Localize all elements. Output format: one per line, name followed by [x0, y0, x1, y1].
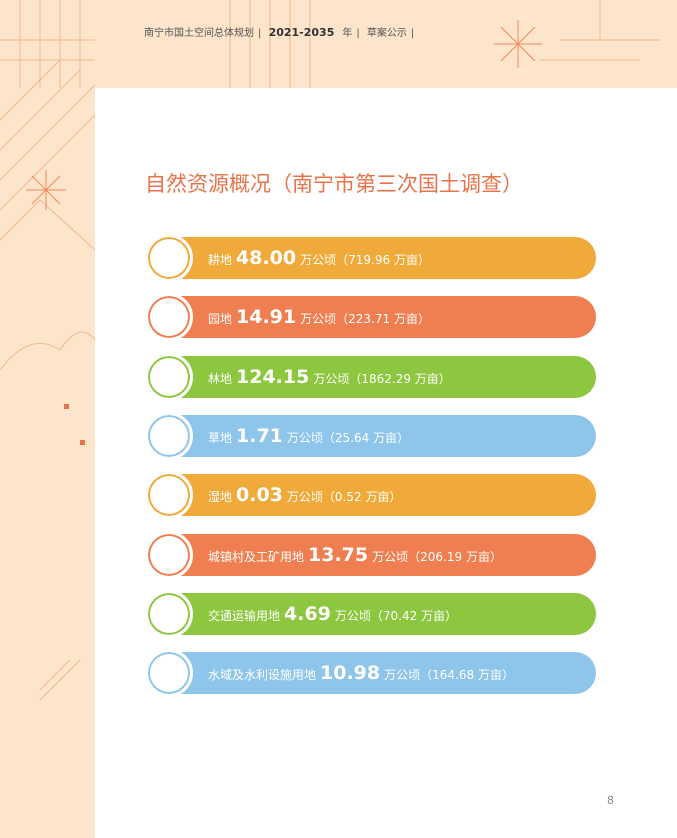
item-icon — [145, 411, 193, 460]
content-panel: 自然资源概况（南宁市第三次国土调查） 8 耕地 48.00 万公顷（719.96 万… — [95, 88, 677, 838]
item-value: 1.71 — [236, 424, 283, 447]
item-note: （719.96 万亩） — [336, 253, 430, 267]
item-bar: 水域及水利设施用地 10.98 万公顷（164.68 万亩） — [145, 649, 596, 698]
item-bar: 交通运输用地 4.69 万公顷（70.42 万亩） — [145, 589, 596, 638]
item-icon — [145, 649, 193, 698]
item-text: 林地 124.15 万公顷（1862.29 万亩） — [208, 366, 451, 388]
item-label: 水域及水利设施用地 — [208, 668, 317, 683]
item-value: 48.00 — [236, 247, 297, 269]
item-value: 10.98 — [320, 662, 381, 685]
title: 自然资源概况（南宁市第三次国土调查） — [145, 172, 523, 196]
item-icon — [145, 293, 193, 342]
item-text: 城镇村及工矿用地 13.75 万公顷（206.19 万亩） — [208, 544, 502, 566]
item-value: 13.75 — [308, 543, 369, 566]
item-note: （206.19 万亩） — [408, 549, 502, 564]
item-note: （0.52 万亩） — [322, 490, 402, 505]
page-number: 8 — [607, 794, 614, 807]
year-unit: 年 — [342, 28, 353, 39]
item-label: 城镇村及工矿用地 — [208, 549, 305, 564]
item-text: 耕地 48.00 万公顷（719.96 万亩） — [208, 247, 430, 269]
item-unit: 万公顷 — [372, 549, 409, 564]
item-value: 0.03 — [236, 484, 283, 507]
item-icon — [145, 352, 193, 401]
item-unit: 万公顷 — [300, 253, 337, 267]
item-note: （164.68 万亩） — [420, 668, 514, 683]
item-text: 园地 14.91 万公顷（223.71 万亩） — [208, 306, 430, 328]
item-unit: 万公顷 — [286, 430, 323, 445]
item-icon — [145, 589, 193, 638]
plan-name: 南宁市国土空间总体规划 — [144, 28, 254, 39]
item-value: 14.91 — [236, 306, 297, 329]
item-label: 园地 — [208, 312, 233, 327]
item-label: 湿地 — [208, 490, 233, 505]
item-text: 湿地 0.03 万公顷（0.52 万亩） — [208, 484, 401, 506]
item-unit: 万公顷 — [384, 668, 421, 683]
item-bar: 耕地 48.00 万公顷（719.96 万亩） — [145, 234, 596, 282]
item-text: 交通运输用地 4.69 万公顷（70.42 万亩） — [208, 603, 457, 625]
item-bar: 林地 124.15 万公顷（1862.29 万亩） — [145, 352, 596, 401]
item-unit: 万公顷 — [313, 371, 350, 386]
item-text: 水域及水利设施用地 10.98 万公顷（164.68 万亩） — [208, 662, 514, 684]
item-note: （70.42 万亩） — [370, 608, 458, 623]
item-unit: 万公顷 — [300, 312, 337, 327]
item-icon — [145, 234, 193, 282]
item-bar: 湿地 0.03 万公顷（0.52 万亩） — [145, 471, 596, 520]
item-label: 林地 — [208, 371, 233, 386]
stage: 草案公示 — [366, 28, 407, 39]
item-unit: 万公顷 — [286, 490, 323, 505]
item-unit: 万公顷 — [334, 608, 371, 623]
item-value: 4.69 — [284, 602, 331, 625]
item-note: （1862.29 万亩） — [349, 371, 451, 386]
item-note: （25.64 万亩） — [322, 430, 410, 445]
item-text: 草地 1.71 万公顷（25.64 万亩） — [208, 425, 409, 447]
item-label: 耕地 — [208, 253, 233, 267]
header: 南宁市国土空间总体规划 | 2021-2035 年 | 草案公示 | — [144, 26, 415, 39]
item-label: 交通运输用地 — [208, 608, 281, 623]
item-note: （223.71 万亩） — [336, 312, 430, 327]
item-label: 草地 — [208, 430, 233, 445]
item-icon — [145, 471, 193, 520]
item-icon — [145, 530, 193, 579]
item-value: 124.15 — [236, 365, 310, 388]
plan-years: 2021-2035 — [268, 26, 335, 39]
item-bar: 城镇村及工矿用地 13.75 万公顷（206.19 万亩） — [145, 530, 596, 579]
item-bar: 园地 14.91 万公顷（223.71 万亩） — [145, 293, 596, 342]
item-bar: 草地 1.71 万公顷（25.64 万亩） — [145, 411, 596, 460]
